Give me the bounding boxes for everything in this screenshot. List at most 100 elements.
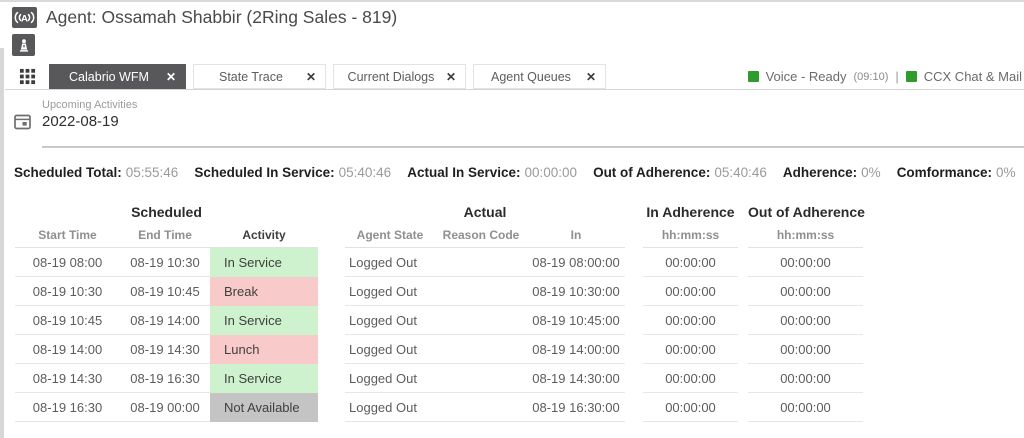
col-header-in: In [570,227,582,242]
stat-scheduled-in-service: Scheduled In Service: 05:40:46 [194,165,391,180]
cell-start-time: 08-19 08:00 [15,248,120,277]
page-title: Agent: Ossamah Shabbir (2Ring Sales - 81… [46,7,398,27]
adherence-summary: Scheduled Total: 05:55:46 Scheduled In Se… [14,165,1015,180]
cell-start-time: 08-19 10:45 [15,306,120,335]
voice-ready-indicator-icon [747,71,759,82]
cell-out-of-adherence: 00:00:00 [748,335,863,364]
tab-close-icon[interactable]: ✕ [585,69,596,84]
col-header-end-time: End Time [138,227,192,242]
lighthouse-icon [12,34,35,56]
table-row: 08-19 16:30 08-19 00:00 Not Available [15,393,318,422]
stat-label: Scheduled Total: [14,165,122,180]
tab-bar: Calabrio WFM ✕ State Trace ✕ Current Dia… [5,64,1024,90]
table-row: Logged Out 08-19 16:30:00 [345,393,625,422]
cell-agent-state: Logged Out [345,306,435,335]
cell-activity: Lunch [210,335,318,364]
left-edge-strip [0,48,4,438]
table-row: 00:00:00 [748,306,863,335]
cell-reason-code [435,248,527,277]
cell-reason-code [435,335,527,364]
stat-value: 0% [861,165,881,180]
cell-end-time: 08-19 10:30 [120,248,210,277]
status-divider: | [895,69,899,84]
actual-rows: Logged Out 08-19 08:00:00 Logged Out 08-19 … [345,248,625,422]
cell-activity: Not Available [210,393,318,422]
column-headers: Start Time End Time Activity [15,222,318,248]
col-header-agent-state: Agent State [356,227,424,242]
table-row: 00:00:00 [748,335,863,364]
cell-out-of-adherence: 00:00:00 [748,306,863,335]
group-title: Out of Adherence [748,204,865,220]
cell-start-time: 08-19 16:30 [15,393,120,422]
apps-grid-button[interactable] [5,64,49,89]
cell-activity: In Service [210,248,318,277]
group-title: Scheduled [131,204,202,220]
stat-comformance: Comformance: 0% [897,165,1016,180]
stat-value: 00:00:00 [524,165,578,180]
stat-label: Adherence: [782,165,858,180]
table-row: Logged Out 08-19 14:00:00 [345,335,625,364]
cell-end-time: 08-19 14:30 [120,335,210,364]
stat-adherence: Adherence: 0% [783,165,881,180]
table-row: 00:00:00 [643,393,738,422]
tab-close-icon[interactable]: ✕ [445,69,456,84]
group-title: In Adherence [646,204,735,220]
stat-value: 05:40:46 [714,165,767,180]
cell-in: 08-19 10:45:00 [527,306,625,335]
stat-actual-in-service: Actual In Service: 00:00:00 [407,165,577,180]
cell-end-time: 08-19 14:00 [120,306,210,335]
column-headers: hh:mm:ss [748,222,863,248]
cell-agent-state: Logged Out [345,277,435,306]
cell-activity: In Service [210,364,318,393]
cell-activity: In Service [210,306,318,335]
tab-close-icon[interactable]: ✕ [165,69,176,84]
cell-end-time: 08-19 00:00 [120,393,210,422]
header: A Agent: Ossamah Shabbir (2Ring Sales - … [12,7,397,28]
column-headers: hh:mm:ss [643,222,738,248]
cell-agent-state: Logged Out [345,248,435,277]
antenna-broadcast-icon: A [12,7,37,28]
date-field-value[interactable]: 2022-08-19 [42,113,119,130]
cell-reason-code [435,277,527,306]
table-row: 00:00:00 [643,335,738,364]
tab-agent-queues[interactable]: Agent Queues ✕ [473,64,606,89]
cell-reason-code [435,364,527,393]
tab-label: State Trace [219,69,283,84]
tab-state-trace[interactable]: State Trace ✕ [193,64,326,89]
tab-close-icon[interactable]: ✕ [305,69,316,84]
cell-in: 08-19 16:30:00 [527,393,625,422]
table-row: 00:00:00 [643,306,738,335]
table-row: 00:00:00 [643,277,738,306]
table-row: 08-19 10:30 08-19 10:45 Break [15,277,318,306]
cell-out-of-adherence: 00:00:00 [748,277,863,306]
cell-in-adherence: 00:00:00 [643,364,738,393]
col-header-hhmmss: hh:mm:ss [776,227,835,242]
date-field-label: Upcoming Activities [42,99,138,111]
stat-label: Scheduled In Service: [194,165,335,180]
tab-current-dialogs[interactable]: Current Dialogs ✕ [333,64,466,89]
col-header-start-time: Start Time [38,227,97,242]
svg-text:A: A [21,13,28,24]
col-header-activity: Activity [242,227,286,242]
cell-agent-state: Logged Out [345,335,435,364]
table-row: 00:00:00 [748,393,863,422]
voice-state-control[interactable]: Voice - Ready (09:10) [747,69,889,84]
calendar-icon[interactable] [13,112,32,131]
cell-in-adherence: 00:00:00 [643,306,738,335]
stat-label: Comformance: [896,165,992,180]
cell-start-time: 08-19 14:00 [15,335,120,364]
stat-value: 05:40:46 [338,165,392,180]
tab-calabrio-wfm[interactable]: Calabrio WFM ✕ [49,64,186,89]
cell-activity: Break [210,277,318,306]
outadh-rows: 00:00:00 00:00:00 00:00:00 00:00:00 00:00:00… [748,248,863,422]
table-row: 08-19 14:30 08-19 16:30 In Service [15,364,318,393]
table-row: 00:00:00 [643,248,738,277]
voice-state-timer: (09:10) [853,70,889,83]
chat-state-control[interactable]: CCX Chat & Mail [905,69,1022,84]
cell-end-time: 08-19 16:30 [120,364,210,393]
cell-agent-state: Logged Out [345,393,435,422]
column-headers: Agent State Reason Code In [345,222,625,248]
cell-start-time: 08-19 14:30 [15,364,120,393]
table-row: 08-19 14:00 08-19 14:30 Lunch [15,335,318,364]
